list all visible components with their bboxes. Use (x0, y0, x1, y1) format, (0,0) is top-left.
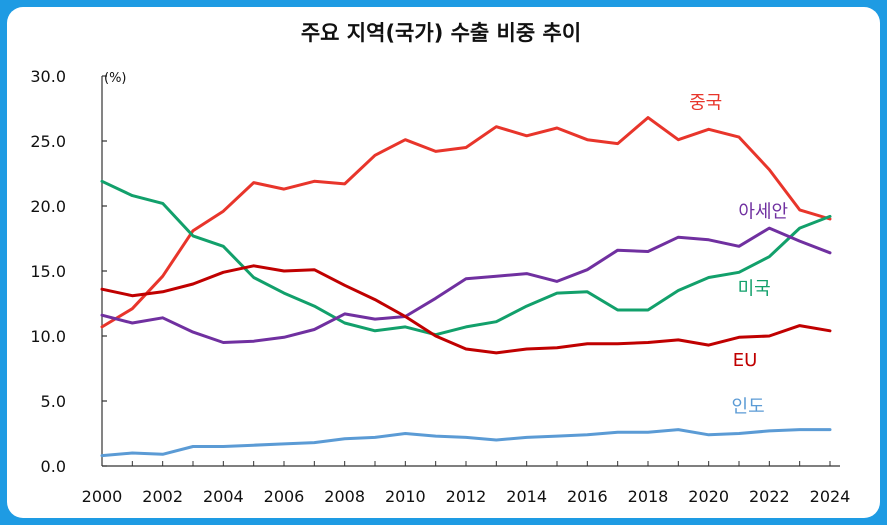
y-tick-label: 20.0 (30, 197, 66, 216)
series-line (100, 428, 832, 458)
axes: 30.0 25.0 20.0 15.0 10.0 5.0 0.0 (%) 2000 2002 200… (30, 67, 850, 506)
series-label: 인도 (732, 397, 765, 418)
series-line (100, 179, 832, 337)
series-lines (100, 116, 832, 458)
series-label: 중국 (689, 93, 722, 114)
x-tick-label: 2004 (203, 487, 244, 506)
series-label: 아세안 (738, 202, 788, 223)
x-tick-label: 2014 (506, 487, 547, 506)
x-tick-label: 2022 (749, 487, 790, 506)
y-tick-label: 15.0 (30, 262, 66, 281)
x-tick-label: 2024 (810, 487, 851, 506)
y-tick-label: 5.0 (41, 392, 66, 411)
y-tick-label: 10.0 (30, 327, 66, 346)
series-label: EU (733, 350, 758, 371)
y-tick-label: 0.0 (41, 457, 66, 476)
series-line (100, 264, 832, 355)
y-unit-label: (%) (104, 71, 127, 86)
x-tick-label: 2006 (264, 487, 305, 506)
x-tick-label: 2012 (446, 487, 487, 506)
x-tick-label: 2010 (385, 487, 426, 506)
x-tick-label: 2008 (324, 487, 365, 506)
y-tick-label: 30.0 (30, 67, 66, 86)
series-line (100, 116, 832, 329)
series-label: 미국 (738, 278, 771, 299)
chart-title: 주요 지역(국가) 수출 비중 추이 (301, 21, 581, 45)
x-tick-label: 2020 (688, 487, 729, 506)
x-tick-label: 2018 (628, 487, 669, 506)
y-tick-label: 25.0 (30, 132, 66, 151)
x-tick-label: 2000 (82, 487, 123, 506)
x-tick-label: 2002 (142, 487, 183, 506)
x-tick-label: 2016 (567, 487, 608, 506)
series-line (100, 226, 832, 344)
